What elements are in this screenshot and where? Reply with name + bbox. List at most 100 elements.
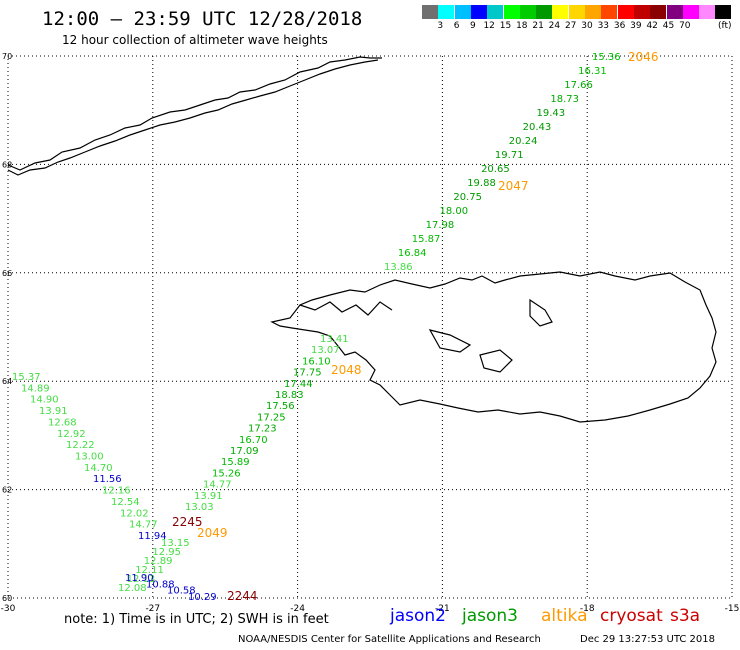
colorbar-swatch [633, 5, 650, 19]
colorbar-swatch [519, 5, 536, 19]
lat-tick-label: 68 [2, 160, 12, 169]
swh-label: 15.87 [412, 234, 441, 245]
pass-time-label: 2048 [331, 363, 362, 377]
colorbar-label: 45 [662, 21, 675, 31]
colorbar-label: 21 [532, 21, 544, 31]
colorbar-label: 27 [564, 21, 577, 31]
credit-line: NOAA/NESDIS Center for Satellite Applica… [238, 634, 541, 645]
colorbar-swatch [454, 5, 471, 19]
axis-ticks: -30 -27 -24 -21 -18 -15 70 68 66 64 62 60 [1, 52, 740, 614]
swh-label: 12.68 [48, 417, 77, 428]
swh-label: 13.03 [185, 502, 214, 513]
swh-label: 19.88 [467, 178, 496, 189]
swh-label: 13.86 [384, 262, 413, 273]
swh-label: 11.90 [125, 573, 154, 584]
colorbar-label: 39 [630, 21, 642, 31]
lon-tick-label: -18 [580, 604, 595, 614]
swh-label: 17.56 [266, 401, 295, 412]
colorbar-swatch [682, 5, 699, 19]
swh-label: 12.16 [102, 486, 131, 497]
swh-label: 17.25 [257, 412, 286, 423]
lat-tick-label: 60 [2, 594, 12, 603]
satellite-legend-jason2: jason2 [390, 606, 446, 626]
pass-time-label: 2049 [197, 526, 228, 540]
iceland-bay [428, 329, 472, 353]
generated-timestamp: Dec 29 13:27:53 UTC 2018 [580, 634, 715, 645]
swh-label: 17.09 [230, 446, 259, 457]
swh-label: 10.29 [188, 592, 217, 603]
swh-label: 12.08 [118, 583, 147, 594]
swh-label: 14.90 [30, 395, 59, 406]
lon-tick-label: -27 [145, 604, 160, 614]
swh-label: 10.88 [146, 579, 175, 590]
swh-label: 18.83 [275, 390, 304, 401]
colorbar-swatch [601, 5, 618, 19]
map-frame [7, 55, 733, 599]
colorbar-unit: (ft) [718, 21, 732, 31]
colorbar-label: 30 [581, 21, 593, 31]
iceland-inlet [529, 298, 553, 327]
colorbar-swatch [422, 5, 438, 19]
lon-tick-label: -30 [1, 604, 16, 614]
swh-label: 12.22 [66, 440, 95, 451]
colorbar-swatch [650, 5, 667, 19]
colorbar-swatch [470, 5, 487, 19]
swh-label: 10.58 [167, 586, 196, 597]
colorbar-swatch [438, 5, 455, 19]
lon-tick-label: -21 [435, 604, 450, 614]
swh-label: 14.70 [84, 463, 113, 474]
swh-label: 13.91 [39, 406, 68, 417]
swh-label: 15.26 [212, 468, 241, 479]
colorbar-swatch [666, 5, 683, 19]
lon-tick-label: -15 [725, 604, 740, 614]
map-subtitle: 12 hour collection of altimeter wave hei… [62, 33, 328, 47]
footer-note: note: 1) Time is in UTC; 2) SWH is in fe… [64, 612, 329, 627]
swh-label: 17.98 [426, 220, 455, 231]
colorbar-swatch [585, 5, 601, 19]
colorbar-label: 24 [548, 21, 561, 31]
pass-time-label: 2244 [227, 589, 258, 603]
colorbar-label: 70 [679, 21, 691, 31]
pass-time-label: 2046 [628, 50, 659, 64]
coastline-layer [7, 56, 717, 423]
colorbar-swatch [715, 5, 732, 19]
colorbar-label: 12 [483, 21, 495, 31]
colorbar-label: 3 [437, 21, 444, 31]
colorbar-label: 15 [499, 21, 512, 31]
swh-label: 14.89 [21, 383, 50, 394]
swh-label: 12.92 [57, 429, 86, 440]
colorbar-swatch [568, 5, 585, 19]
lat-tick-label: 62 [2, 486, 12, 495]
pass-time-label: 2047 [498, 179, 529, 193]
swh-label: 11.56 [93, 474, 122, 485]
pass-time-label: 2245 [172, 515, 203, 529]
lat-lon-grid [7, 55, 733, 599]
lat-tick-label: 64 [2, 377, 12, 386]
colorbar-swatch [699, 5, 716, 19]
swh-label: 16.31 [578, 66, 607, 77]
swh-label: 17.66 [564, 80, 593, 91]
map-title: 12:00 – 23:59 UTC 12/28/2018 [42, 8, 363, 30]
iceland-coastline [270, 271, 717, 423]
swh-label: 13.00 [75, 452, 104, 463]
greenland-coastline-inner [7, 59, 379, 176]
swh-label: 16.84 [398, 248, 427, 259]
swh-label: 19.71 [495, 150, 524, 161]
swh-label: 12.13 [127, 574, 156, 585]
swh-label: 20.75 [453, 192, 482, 203]
satellite-legend-s3a: s3a [670, 606, 701, 626]
swh-label: 14.77 [203, 480, 232, 491]
swh-label: 12.11 [135, 565, 164, 576]
lat-tick-label: 70 [2, 52, 12, 61]
swh-label: 18.00 [439, 206, 468, 217]
iceland-westfjord [299, 301, 393, 316]
swh-label: 16.10 [302, 356, 331, 367]
colorbar-swatch [503, 5, 520, 19]
colorbar-swatch [617, 5, 634, 19]
colorbar-swatch [552, 5, 569, 19]
swh-label: 15.37 [12, 372, 41, 383]
greenland-coastline [7, 56, 382, 171]
colorbar-swatch [536, 5, 553, 19]
swh-label: 15.89 [221, 457, 250, 468]
